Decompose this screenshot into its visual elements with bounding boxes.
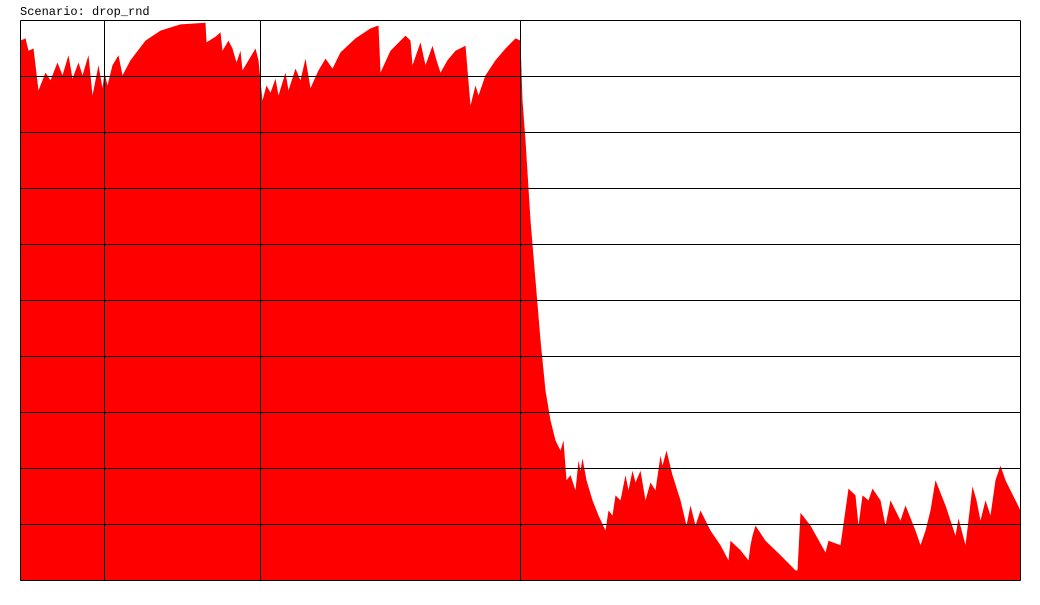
chart-title: Scenario: drop_rnd (20, 5, 150, 19)
